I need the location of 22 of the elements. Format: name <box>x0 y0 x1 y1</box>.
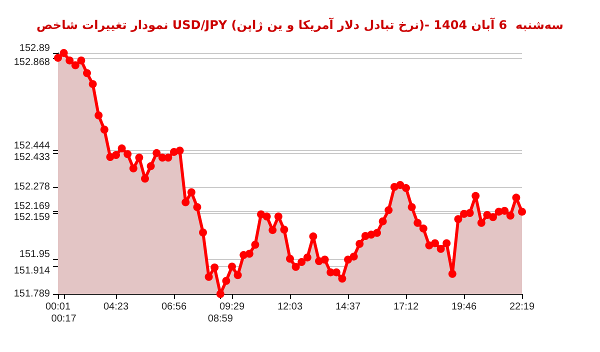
x-tick-label: 09:29 <box>219 302 245 312</box>
x-tick-label: 22:19 <box>509 302 535 312</box>
x-tick-label: 04:23 <box>103 302 129 312</box>
x-tick-label: 14:37 <box>335 302 361 312</box>
x-tick-label: 06:56 <box>161 302 187 312</box>
y-tick-label: 151.789 <box>14 288 50 300</box>
x-tick-label: 19:46 <box>451 302 477 312</box>
x-tick-label: 12:03 <box>277 302 303 312</box>
y-tick-label: 152.169 <box>14 200 50 212</box>
y-tick-label: 152.433 <box>14 152 50 164</box>
y-tick-label: 152.444 <box>14 140 50 152</box>
y-tick-label: 152.278 <box>14 181 50 192</box>
x-tick-label: 00:01 <box>45 302 71 312</box>
y-tick-label: 152.868 <box>14 56 50 68</box>
y-tick-label: 151.914 <box>14 266 50 277</box>
x-tick-label: 08:59 <box>208 314 234 324</box>
chart-title: نمودار تغییرات شاخص USD/JPY (نرخ تبادل دلار آمریکا و ین ژاپن)- سه‌شنبه 6 آبان 1404 <box>36 17 564 32</box>
y-tick-label: 152.89 <box>19 43 50 54</box>
x-tick-label: 00:17 <box>51 314 77 324</box>
y-tick-label: 151.95 <box>19 248 50 260</box>
x-tick-label: 17:12 <box>393 302 419 312</box>
y-tick-label: 152.159 <box>14 212 50 224</box>
